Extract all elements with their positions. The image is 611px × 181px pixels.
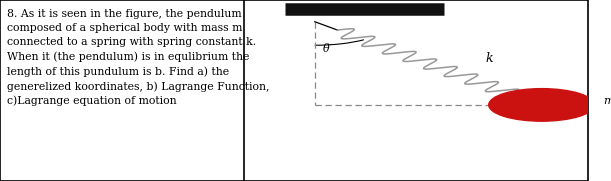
Text: k: k bbox=[485, 52, 493, 65]
Text: m: m bbox=[604, 96, 611, 106]
Text: 8. As it is seen in the figure, the pendulum
composed of a spherical body with m: 8. As it is seen in the figure, the pend… bbox=[7, 9, 269, 106]
Circle shape bbox=[489, 89, 595, 121]
Text: θ: θ bbox=[323, 44, 330, 54]
